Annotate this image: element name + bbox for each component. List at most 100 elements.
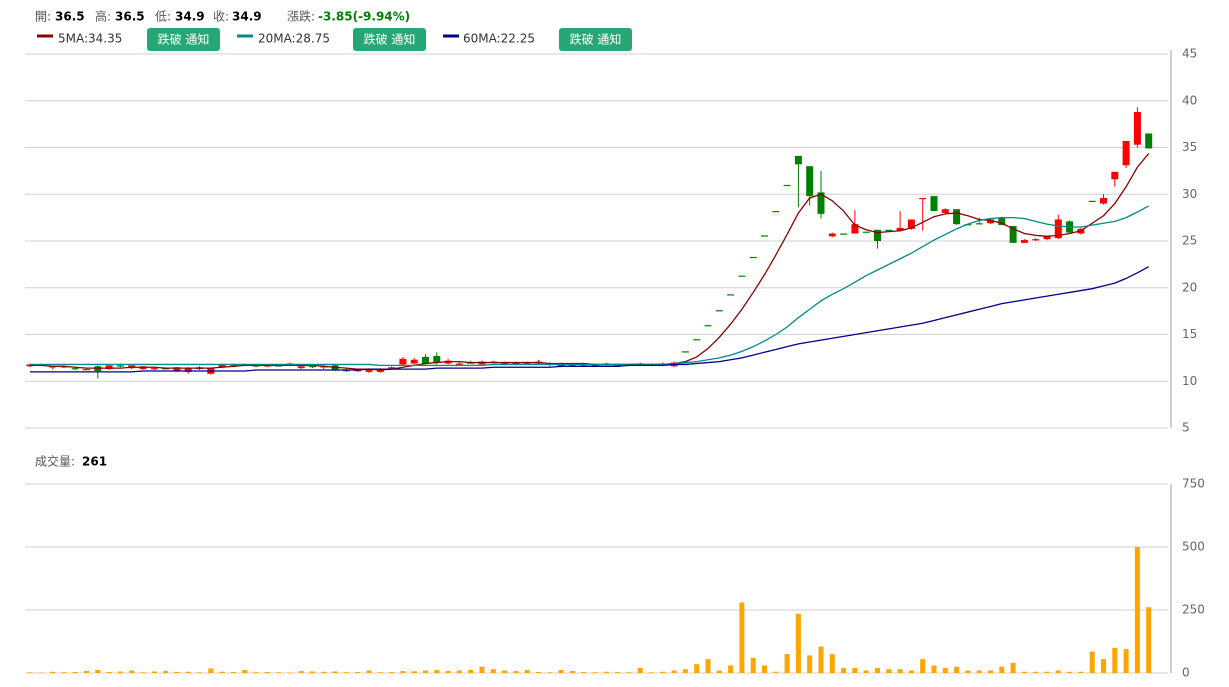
volume-bar bbox=[377, 672, 383, 673]
volume-bar bbox=[547, 672, 553, 673]
volume-bar bbox=[965, 670, 971, 673]
volume-bar bbox=[716, 670, 722, 673]
alert-button[interactable] bbox=[353, 28, 426, 51]
legend-label: 5MA:34.35 bbox=[58, 32, 122, 46]
volume-bar bbox=[264, 671, 270, 673]
volume-bar bbox=[954, 666, 960, 673]
change-label: 漲跌: bbox=[287, 9, 315, 24]
volume-bar bbox=[988, 670, 993, 673]
volume-bar bbox=[151, 671, 157, 673]
volume-bar bbox=[841, 667, 847, 673]
volume-bar bbox=[705, 659, 711, 673]
y-tick-label: 20 bbox=[1182, 280, 1197, 294]
volume-bar bbox=[592, 672, 598, 673]
candle-body bbox=[83, 369, 90, 371]
candle-body bbox=[987, 219, 994, 224]
volume-bar bbox=[524, 669, 530, 673]
alert-button[interactable] bbox=[559, 28, 632, 51]
volume-bar bbox=[581, 671, 587, 673]
candle-body bbox=[806, 166, 814, 197]
volume-bar bbox=[682, 669, 688, 673]
candle-body bbox=[309, 365, 316, 368]
y-tick-label: 30 bbox=[1182, 187, 1197, 201]
volume-bar bbox=[1112, 647, 1118, 673]
volume-bar bbox=[332, 671, 338, 673]
volume-bar bbox=[140, 672, 146, 673]
volume-bar bbox=[852, 667, 858, 673]
candle-body bbox=[1043, 236, 1051, 240]
header-value: 36.5 bbox=[55, 10, 85, 24]
y-tick-label: 0 bbox=[1182, 666, 1190, 680]
volume-bar bbox=[728, 665, 734, 673]
legend-label: 60MA:22.25 bbox=[463, 32, 535, 46]
candle-body bbox=[975, 223, 983, 225]
volume-bar bbox=[163, 670, 169, 673]
volume-bar bbox=[660, 671, 666, 673]
candle-body bbox=[297, 366, 305, 369]
volume-bar bbox=[117, 671, 123, 673]
candle-body bbox=[512, 362, 520, 365]
candle-body bbox=[749, 256, 757, 259]
volume-bar bbox=[423, 670, 428, 673]
volume-bar bbox=[829, 654, 835, 673]
candle-body bbox=[150, 368, 158, 370]
volume-bar bbox=[84, 670, 89, 673]
alert-button-label[interactable]: 跌破 通知 bbox=[364, 32, 416, 47]
candle-body bbox=[184, 368, 192, 372]
change-value: -3.85(-9.94%) bbox=[318, 10, 410, 24]
volume-bar bbox=[739, 602, 745, 673]
volume-bar bbox=[298, 670, 304, 673]
volume-bar bbox=[208, 668, 214, 673]
candle-body bbox=[840, 233, 848, 235]
alert-button-label[interactable]: 跌破 通知 bbox=[570, 32, 622, 47]
volume-bar bbox=[637, 667, 643, 673]
volume-bar bbox=[61, 672, 67, 673]
volume-bar bbox=[694, 664, 700, 673]
y-tick-label: 500 bbox=[1182, 540, 1205, 554]
y-tick-label: 10 bbox=[1182, 374, 1197, 388]
y-tick-label: 35 bbox=[1182, 140, 1197, 154]
candle-body bbox=[173, 367, 181, 371]
candle-body bbox=[693, 339, 701, 341]
alert-button-label[interactable]: 跌破 通知 bbox=[158, 32, 210, 47]
alert-button[interactable] bbox=[147, 28, 220, 51]
ma-line bbox=[30, 153, 1150, 371]
volume-bar bbox=[886, 669, 892, 673]
candle-body bbox=[681, 351, 689, 353]
candle-body bbox=[365, 369, 373, 372]
volume-bar bbox=[502, 670, 508, 673]
candle-body bbox=[1145, 133, 1153, 149]
volume-bar bbox=[106, 671, 112, 673]
volume-bar bbox=[310, 671, 315, 673]
volume-bar bbox=[762, 665, 767, 673]
header-label: 低: bbox=[155, 10, 171, 24]
volume-bar bbox=[50, 671, 56, 673]
candle-body bbox=[851, 224, 859, 234]
volume-bar bbox=[1123, 649, 1129, 673]
candle-body bbox=[1100, 197, 1107, 204]
volume-bar bbox=[468, 669, 474, 673]
candle-body bbox=[941, 209, 949, 213]
volume-bar bbox=[355, 671, 361, 673]
volume-bar bbox=[321, 671, 327, 673]
candle-body bbox=[772, 211, 780, 213]
y-tick-label: 45 bbox=[1182, 47, 1197, 61]
volume-bar bbox=[626, 672, 632, 673]
candle-body bbox=[388, 367, 396, 369]
volume-bar bbox=[1078, 671, 1084, 673]
candle-body bbox=[998, 217, 1006, 226]
candle-body bbox=[1054, 219, 1062, 239]
candle-body bbox=[715, 310, 723, 312]
volume-bar bbox=[784, 654, 790, 673]
volume-bar bbox=[343, 672, 349, 673]
volume-bar bbox=[976, 670, 982, 673]
volume-bar bbox=[897, 669, 903, 673]
volume-bar bbox=[863, 670, 869, 673]
volume-bar bbox=[72, 671, 78, 673]
volume-bar bbox=[400, 670, 406, 673]
header-label: 高: bbox=[95, 9, 111, 24]
volume-bar bbox=[95, 669, 101, 673]
volume-bar bbox=[197, 672, 202, 673]
volume-bar bbox=[1134, 547, 1140, 673]
header-value: 36.5 bbox=[115, 10, 145, 24]
